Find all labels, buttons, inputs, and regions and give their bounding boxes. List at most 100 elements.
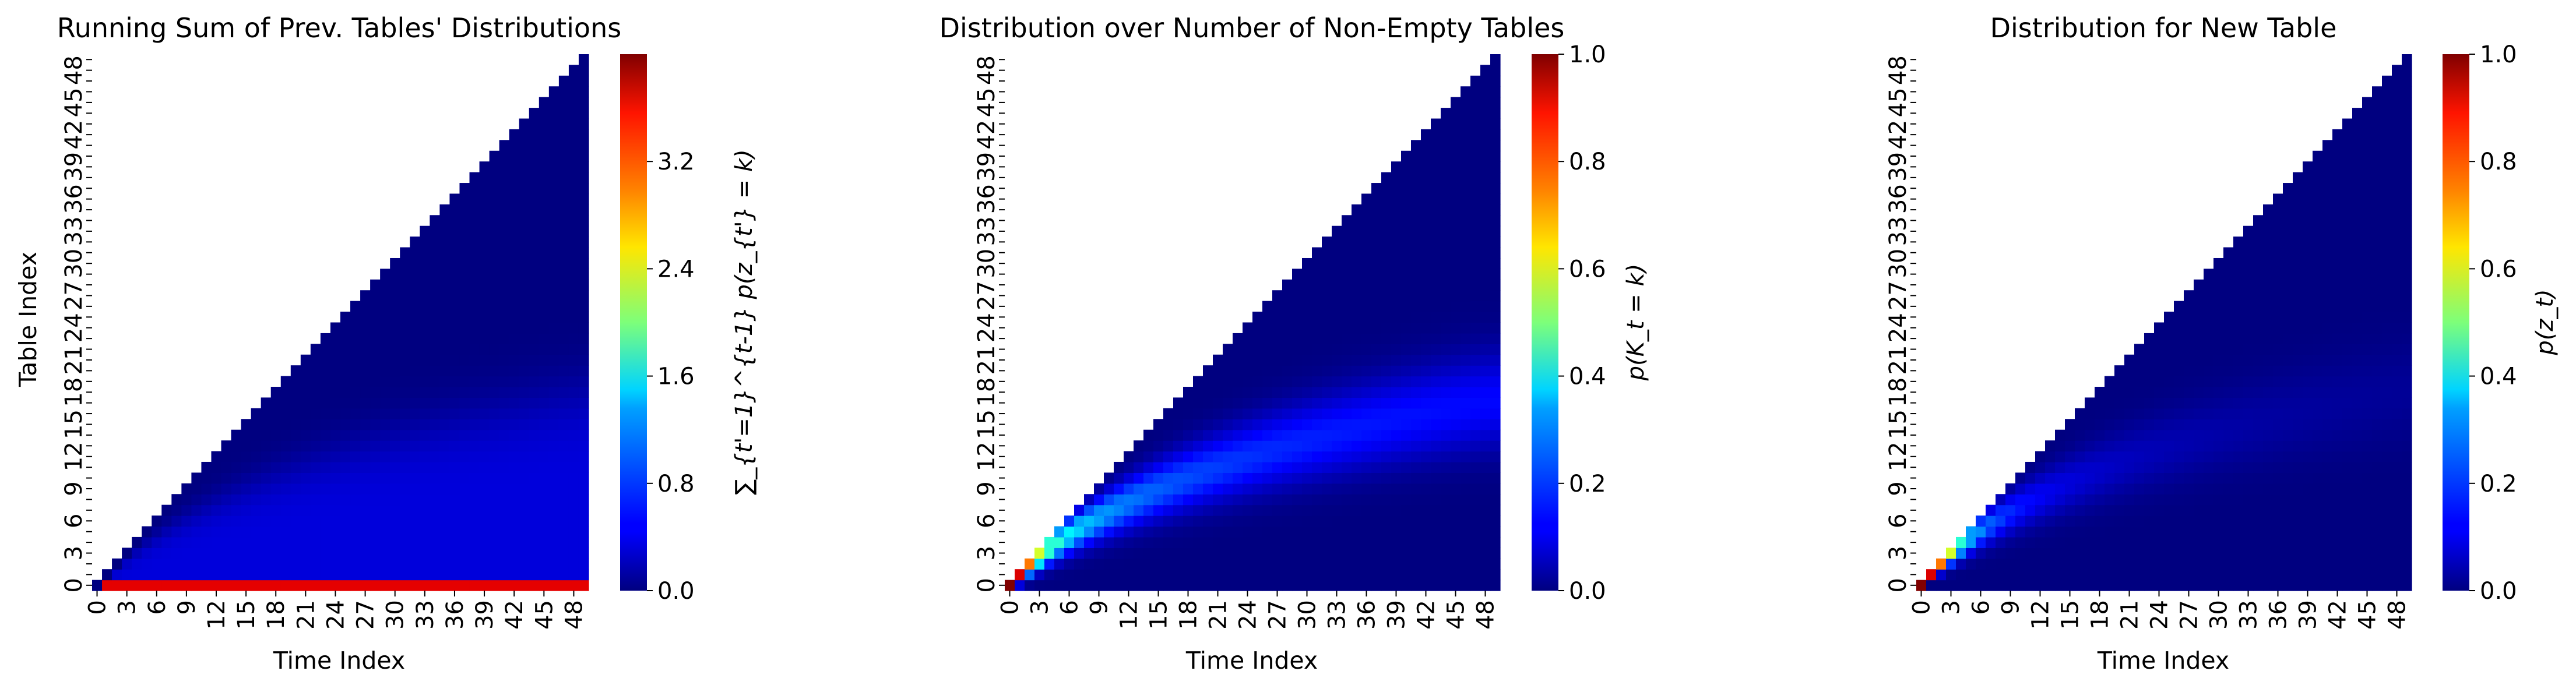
heatmap-cell xyxy=(1421,225,1431,237)
heatmap-cell xyxy=(330,440,341,452)
heatmap-cell xyxy=(1262,344,1273,355)
x-tick-label: 12 xyxy=(1116,600,1143,630)
heatmap-cell xyxy=(400,408,410,419)
heatmap-cell xyxy=(489,290,500,302)
heatmap-cell xyxy=(1986,558,1996,570)
heatmap-cell xyxy=(489,516,500,527)
heatmap-cell xyxy=(2362,322,2373,334)
heatmap-cell xyxy=(1223,354,1233,366)
heatmap-cell xyxy=(509,461,520,473)
heatmap-cell xyxy=(251,472,262,484)
heatmap-cell xyxy=(2065,419,2075,430)
heatmap-cell xyxy=(548,344,559,355)
heatmap-cell xyxy=(2332,419,2343,430)
heatmap-cell xyxy=(400,257,410,269)
heatmap-cell xyxy=(2352,140,2363,151)
heatmap-cell xyxy=(1421,257,1431,269)
heatmap-cell xyxy=(1272,408,1283,419)
heatmap-cell xyxy=(1470,301,1481,312)
heatmap-cell xyxy=(2313,558,2323,570)
heatmap-cell xyxy=(1322,247,1332,259)
heatmap-cell xyxy=(1361,204,1372,216)
heatmap-cell xyxy=(2342,150,2353,162)
heatmap-cell xyxy=(2402,312,2412,323)
heatmap-cell xyxy=(2293,440,2303,452)
heatmap-cell xyxy=(1411,236,1421,248)
heatmap-cell xyxy=(2382,354,2392,366)
heatmap-cell xyxy=(1262,558,1273,570)
heatmap-cell xyxy=(2402,183,2412,195)
heatmap-cell xyxy=(2075,461,2085,473)
heatmap-cell xyxy=(2283,483,2293,495)
heatmap-cell xyxy=(1332,279,1342,291)
heatmap-cell xyxy=(1302,344,1312,355)
heatmap-cell xyxy=(459,204,470,216)
heatmap-cell xyxy=(1183,440,1194,452)
heatmap-cell xyxy=(459,247,470,259)
heatmap-cell xyxy=(1461,290,1471,302)
heatmap-cell xyxy=(1996,516,2006,527)
heatmap-cell xyxy=(1451,440,1461,452)
heatmap-cell xyxy=(2243,419,2254,430)
heatmap-cell xyxy=(529,257,540,269)
heatmap-cell xyxy=(1272,504,1283,516)
heatmap-cell xyxy=(1411,451,1421,462)
heatmap-cell xyxy=(1480,451,1491,462)
heatmap-cell xyxy=(568,150,579,162)
heatmap-cell xyxy=(2065,580,2075,591)
heatmap-cell xyxy=(2124,397,2135,409)
heatmap-cell xyxy=(410,451,420,462)
heatmap-cell xyxy=(2303,236,2313,248)
heatmap-cell xyxy=(1431,215,1441,227)
heatmap-cell xyxy=(2144,569,2155,581)
heatmap-cell xyxy=(2164,483,2174,495)
heatmap-cell xyxy=(499,504,510,516)
heatmap-cell xyxy=(1421,558,1431,570)
heatmap-cell xyxy=(1302,494,1312,506)
heatmap-cell xyxy=(2392,526,2402,538)
heatmap-cell xyxy=(1451,183,1461,195)
heatmap-cell xyxy=(2362,301,2373,312)
heatmap-cell xyxy=(2085,472,2095,484)
heatmap-cell xyxy=(350,365,361,377)
heatmap-cell xyxy=(290,580,301,591)
heatmap-cell xyxy=(340,419,351,430)
y-tick-label: 30 xyxy=(61,249,87,278)
heatmap-cell xyxy=(519,118,530,130)
heatmap-cell xyxy=(1252,387,1263,398)
heatmap-cell xyxy=(1074,526,1085,538)
heatmap-cell xyxy=(1183,472,1194,484)
heatmap-cell xyxy=(539,204,550,216)
heatmap-cell xyxy=(1243,558,1253,570)
heatmap-cell xyxy=(568,536,579,548)
colorbar-tick-label: 1.0 xyxy=(1569,41,1606,68)
heatmap-cell xyxy=(1233,333,1243,344)
heatmap-cell xyxy=(300,483,311,495)
heatmap-cell xyxy=(370,536,381,548)
heatmap-cell xyxy=(2194,312,2204,323)
heatmap-cell xyxy=(2342,397,2353,409)
heatmap-cell xyxy=(1272,387,1283,398)
heatmap-cell xyxy=(499,419,510,430)
heatmap-cell xyxy=(2184,526,2194,538)
heatmap-cell xyxy=(1143,526,1154,538)
heatmap-cell xyxy=(1322,236,1332,248)
heatmap-cell xyxy=(1946,548,1956,559)
heatmap-cell xyxy=(2213,483,2224,495)
heatmap-cell xyxy=(2382,429,2392,441)
heatmap-cell xyxy=(280,483,291,495)
heatmap-cell xyxy=(2362,548,2373,559)
heatmap-cell xyxy=(1976,569,1986,581)
heatmap-cell xyxy=(2322,516,2333,527)
heatmap-cell xyxy=(1480,108,1491,119)
heatmap-cell xyxy=(1252,312,1263,323)
heatmap-cell xyxy=(2402,483,2412,495)
heatmap-cell xyxy=(1302,408,1312,419)
heatmap-cell xyxy=(2065,504,2075,516)
heatmap-cell xyxy=(449,451,460,462)
heatmap-cell xyxy=(2065,429,2075,441)
heatmap-cell xyxy=(300,376,311,387)
heatmap-cell xyxy=(2164,408,2174,419)
heatmap-cell xyxy=(2174,397,2184,409)
heatmap-cell xyxy=(132,558,142,570)
